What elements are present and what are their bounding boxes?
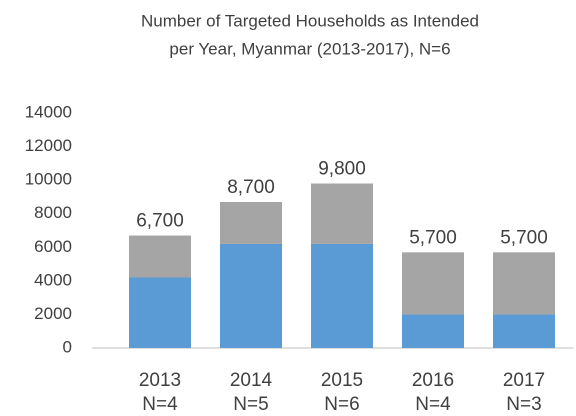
bar-segment	[129, 277, 191, 348]
total-label: 6,700	[136, 211, 184, 232]
bar-segment	[402, 314, 464, 348]
y-tick-label: 0	[63, 337, 72, 356]
y-tick-label: 14000	[25, 102, 72, 121]
total-label: 9,800	[318, 159, 366, 180]
total-label: 5,700	[500, 227, 548, 248]
total-label: 8,700	[227, 177, 275, 198]
x-tick-note: N=6	[324, 394, 359, 415]
bar-segment	[220, 243, 282, 348]
x-tick-note: N=4	[415, 394, 451, 415]
y-tick-label: 2000	[34, 304, 72, 323]
x-tick-note: N=5	[233, 394, 268, 415]
chart-title: per Year, Myanmar (2013-2017), N=6	[169, 39, 450, 58]
y-tick-label: 10000	[25, 170, 72, 189]
bar-segment	[493, 252, 555, 315]
y-tick-label: 4000	[34, 270, 72, 289]
bar-segment	[493, 314, 555, 348]
bar-segment	[220, 201, 282, 244]
total-label: 5,700	[409, 227, 457, 248]
y-tick-label: 6000	[34, 237, 72, 256]
y-tick-label: 12000	[25, 136, 72, 155]
bar-segment	[129, 235, 191, 278]
x-tick-label: 2017	[503, 370, 545, 391]
x-tick-label: 2015	[321, 370, 363, 391]
chart-title: Number of Targeted Households as Intende…	[141, 11, 479, 30]
x-tick-note: N=4	[142, 394, 178, 415]
x-tick-label: 2013	[139, 370, 181, 391]
bar-segment	[311, 243, 373, 348]
bar-segment	[402, 252, 464, 315]
x-tick-label: 2014	[230, 370, 273, 391]
y-tick-label: 8000	[34, 203, 72, 222]
x-tick-label: 2016	[412, 370, 454, 391]
x-tick-note: N=3	[506, 394, 541, 415]
bar-segment	[311, 183, 373, 244]
